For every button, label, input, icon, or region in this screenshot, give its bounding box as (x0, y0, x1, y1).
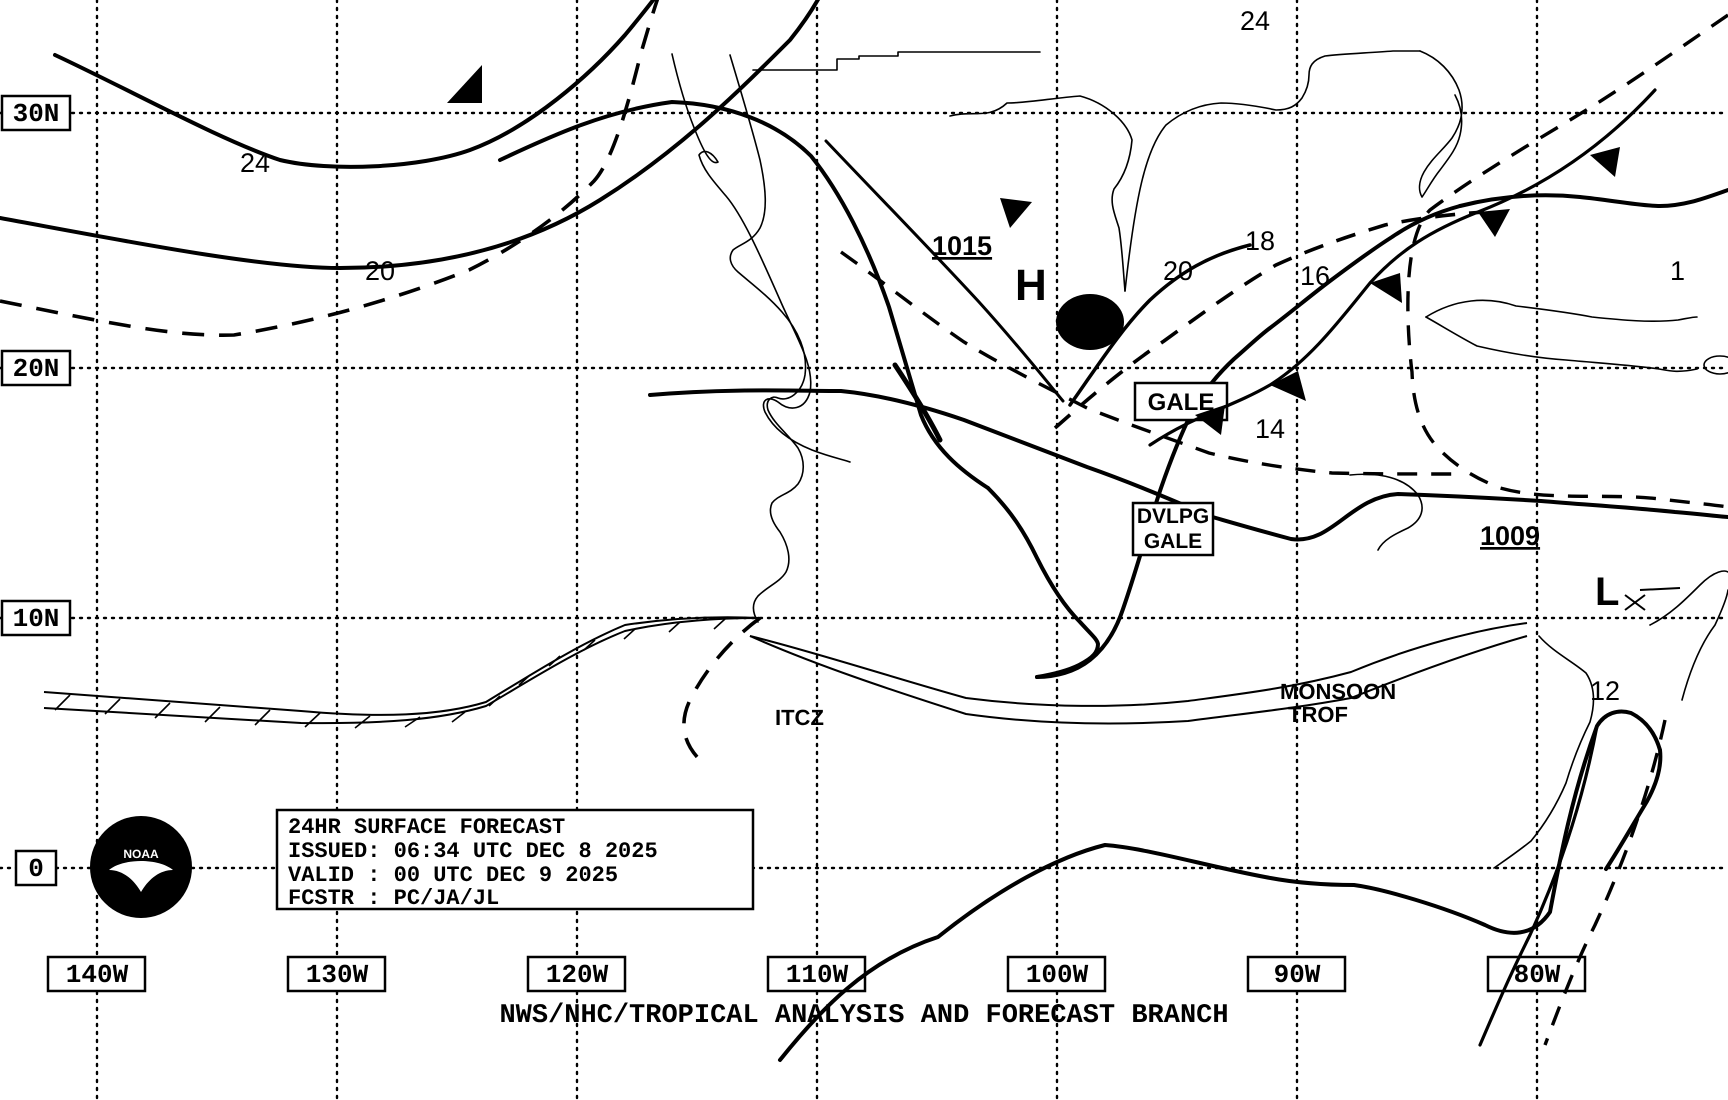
svg-text:110W: 110W (786, 960, 849, 990)
svg-text:NWS/NHC/TROPICAL ANALYSIS AND: NWS/NHC/TROPICAL ANALYSIS AND FORECAST B… (499, 1001, 1228, 1031)
svg-text:24: 24 (240, 148, 270, 178)
svg-text:24HR SURFACE FORECAST: 24HR SURFACE FORECAST (288, 815, 565, 840)
svg-text:0: 0 (28, 854, 44, 884)
svg-text:100W: 100W (1026, 960, 1089, 990)
svg-text:30N: 30N (13, 99, 60, 129)
svg-text:20: 20 (365, 256, 395, 286)
svg-text:16: 16 (1300, 261, 1330, 291)
svg-text:DVLPG: DVLPG (1137, 505, 1209, 528)
svg-text:20: 20 (1163, 256, 1193, 286)
svg-text:120W: 120W (546, 960, 609, 990)
svg-text:1: 1 (1670, 256, 1685, 286)
svg-text:FCSTR : PC/JA/JL: FCSTR : PC/JA/JL (288, 886, 499, 911)
svg-text:80W: 80W (1514, 960, 1561, 990)
svg-text:H: H (1015, 261, 1047, 310)
svg-text:1015: 1015 (932, 231, 992, 261)
svg-text:130W: 130W (306, 960, 369, 990)
svg-text:12: 12 (1590, 676, 1620, 706)
svg-text:140W: 140W (66, 960, 129, 990)
svg-text:GALE: GALE (1144, 530, 1202, 553)
svg-text:NOAA: NOAA (123, 847, 159, 861)
svg-text:24: 24 (1240, 6, 1270, 36)
svg-text:10N: 10N (13, 604, 60, 634)
svg-text:TROF: TROF (1288, 702, 1348, 727)
svg-text:20N: 20N (13, 354, 60, 384)
svg-text:ISSUED: 06:34 UTC DEC 8 2025: ISSUED: 06:34 UTC DEC 8 2025 (288, 839, 658, 864)
svg-text:VALID : 00 UTC DEC 9 2025: VALID : 00 UTC DEC 9 2025 (288, 863, 618, 888)
svg-text:90W: 90W (1274, 960, 1321, 990)
svg-text:ITCZ: ITCZ (775, 705, 824, 730)
svg-text:18: 18 (1245, 226, 1275, 256)
svg-text:14: 14 (1255, 414, 1285, 444)
svg-text:1009: 1009 (1480, 521, 1540, 551)
svg-text:MONSOON: MONSOON (1280, 679, 1396, 704)
svg-text:L: L (1595, 570, 1619, 614)
